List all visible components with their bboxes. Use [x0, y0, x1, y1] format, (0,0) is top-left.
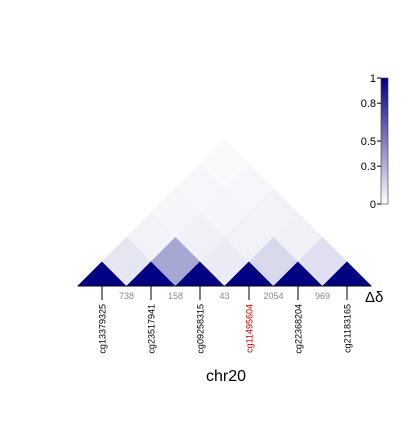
probe-label: cg21183165	[343, 304, 353, 353]
probe-label: cg13379325	[98, 304, 108, 354]
gap-label: 969	[315, 291, 330, 301]
probe-labels: cg13379325 cg23517941 cg09258315 cg11495604…	[98, 304, 353, 354]
colorbar-tick-label: 0.3	[361, 161, 376, 173]
probe-label: cg09258315	[196, 304, 206, 354]
gap-label: 158	[168, 291, 183, 301]
colorbar-tick-label: 1	[370, 73, 376, 85]
gap-label: 43	[219, 291, 229, 301]
gap-labels: 738 158 43 2054 969	[119, 291, 330, 301]
probe-label: cg22368204	[294, 304, 304, 354]
gap-axis-label: Δδ	[365, 289, 383, 306]
gap-label: 738	[119, 291, 134, 301]
colorbar-tick-label: 0.5	[361, 136, 376, 148]
probe-label: cg23517941	[147, 304, 157, 354]
gap-label: 2054	[263, 291, 283, 301]
colorbar: 0 0.3 0.5 0.8 1	[361, 73, 389, 211]
probe-ticks	[77, 285, 372, 300]
chromosome-label: chr20	[206, 368, 246, 385]
colorbar-gradient	[380, 77, 389, 205]
heatmap-cells	[77, 138, 372, 287]
probe-label: cg11495604	[245, 304, 255, 353]
colorbar-tick-label: 0.8	[361, 98, 376, 110]
colorbar-tick-label: 0	[370, 199, 376, 211]
